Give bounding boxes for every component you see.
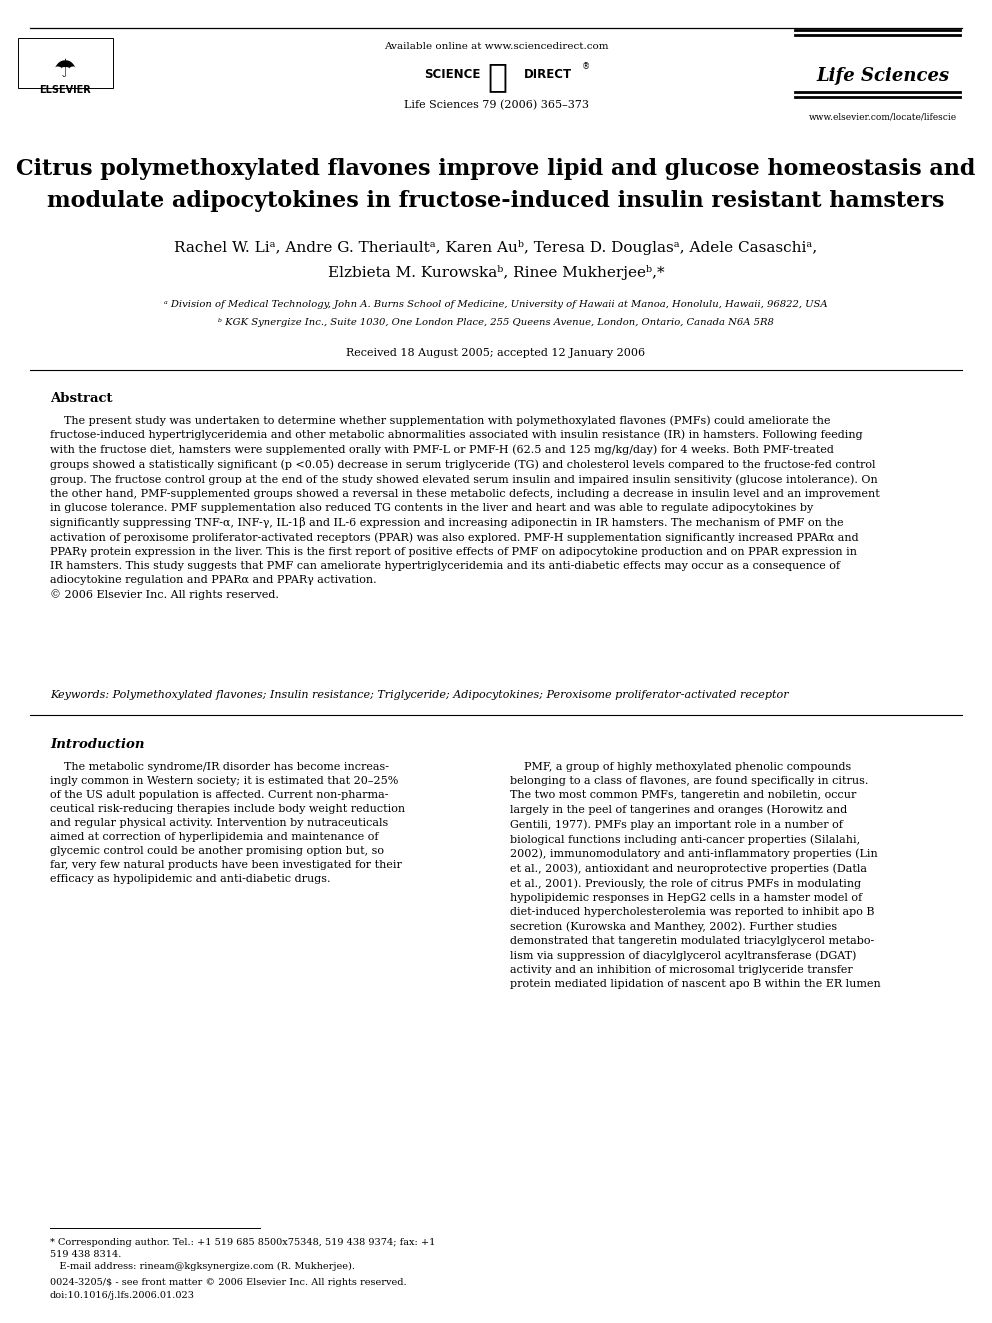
Text: Life Sciences: Life Sciences: [816, 67, 949, 85]
Text: The metabolic syndrome/IR disorder has become increas-
ingly common in Western s: The metabolic syndrome/IR disorder has b…: [50, 762, 405, 884]
Text: PMF, a group of highly methoxylated phenolic compounds
belonging to a class of f: PMF, a group of highly methoxylated phen…: [510, 762, 881, 988]
Text: Rachel W. Liᵃ, Andre G. Theriaultᵃ, Karen Auᵇ, Teresa D. Douglasᵃ, Adele Casasch: Rachel W. Liᵃ, Andre G. Theriaultᵃ, Kare…: [175, 239, 817, 255]
Text: The present study was undertaken to determine whether supplementation with polym: The present study was undertaken to dete…: [50, 415, 880, 601]
Text: Received 18 August 2005; accepted 12 January 2006: Received 18 August 2005; accepted 12 Jan…: [346, 348, 646, 359]
Text: ᵃ Division of Medical Technology, John A. Burns School of Medicine, University o: ᵃ Division of Medical Technology, John A…: [165, 300, 827, 310]
Text: ®: ®: [582, 62, 590, 71]
Text: Life Sciences 79 (2006) 365–373: Life Sciences 79 (2006) 365–373: [404, 101, 588, 110]
Text: ☂: ☂: [54, 58, 76, 82]
Text: Keywords: Polymethoxylated flavones; Insulin resistance; Triglyceride; Adipocyto: Keywords: Polymethoxylated flavones; Ins…: [50, 691, 789, 700]
Text: * Corresponding author. Tel.: +1 519 685 8500x75348, 519 438 9374; fax: +1
519 4: * Corresponding author. Tel.: +1 519 685…: [50, 1238, 435, 1271]
Text: Abstract: Abstract: [50, 392, 112, 405]
Text: ⓓ: ⓓ: [487, 60, 507, 93]
Text: Introduction: Introduction: [50, 738, 145, 751]
Text: modulate adipocytokines in fructose-induced insulin resistant hamsters: modulate adipocytokines in fructose-indu…: [48, 191, 944, 212]
Text: ELSEVIER: ELSEVIER: [39, 85, 91, 95]
Text: Citrus polymethoxylated flavones improve lipid and glucose homeostasis and: Citrus polymethoxylated flavones improve…: [16, 157, 976, 180]
Text: www.elsevier.com/locate/lifescie: www.elsevier.com/locate/lifescie: [808, 112, 957, 120]
Text: Elzbieta M. Kurowskaᵇ, Rinee Mukherjeeᵇ,*: Elzbieta M. Kurowskaᵇ, Rinee Mukherjeeᵇ,…: [327, 265, 665, 280]
Bar: [18, 38, 113, 89]
Text: ᵇ KGK Synergize Inc., Suite 1030, One London Place, 255 Queens Avenue, London, O: ᵇ KGK Synergize Inc., Suite 1030, One Lo…: [218, 318, 774, 327]
Text: DIRECT: DIRECT: [524, 67, 572, 81]
Text: 0024-3205/$ - see front matter © 2006 Elsevier Inc. All rights reserved.
doi:10.: 0024-3205/$ - see front matter © 2006 El…: [50, 1278, 407, 1299]
Text: SCIENCE: SCIENCE: [424, 67, 480, 81]
Text: Available online at www.sciencedirect.com: Available online at www.sciencedirect.co…: [384, 42, 608, 52]
